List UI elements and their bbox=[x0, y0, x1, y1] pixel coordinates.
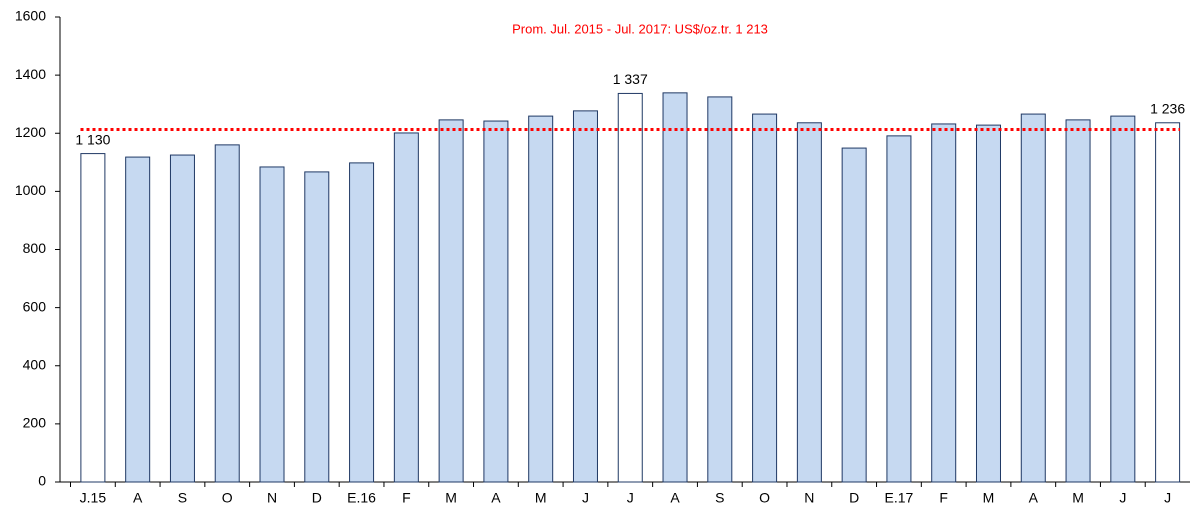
bar bbox=[259, 166, 285, 483]
x-tick-label: J bbox=[1119, 490, 1126, 506]
x-tick-label: A bbox=[133, 490, 143, 506]
x-tick-label: F bbox=[939, 490, 948, 506]
x-tick-label: N bbox=[267, 490, 277, 506]
bar bbox=[572, 110, 598, 483]
y-tick-label: 1600 bbox=[15, 8, 46, 24]
y-tick-label: 800 bbox=[23, 240, 47, 256]
bar bbox=[931, 123, 957, 483]
x-tick-label: J bbox=[1164, 490, 1171, 506]
value-label: 1 337 bbox=[613, 71, 648, 87]
bar bbox=[125, 156, 151, 483]
x-tick-label: E.17 bbox=[885, 490, 914, 506]
bar bbox=[1155, 122, 1181, 483]
bar bbox=[841, 147, 867, 483]
x-tick-label: F bbox=[402, 490, 411, 506]
bar bbox=[349, 162, 375, 483]
bar bbox=[214, 144, 240, 483]
y-tick-label: 1400 bbox=[15, 66, 46, 82]
bar bbox=[304, 171, 330, 483]
x-tick-label: M bbox=[983, 490, 995, 506]
x-tick-label: O bbox=[759, 490, 770, 506]
bar bbox=[1020, 113, 1046, 483]
x-tick-label: D bbox=[849, 490, 859, 506]
x-tick-label: N bbox=[804, 490, 814, 506]
y-tick-label: 1200 bbox=[15, 124, 46, 140]
bar bbox=[617, 92, 643, 483]
x-tick-label: A bbox=[670, 490, 680, 506]
x-tick-label: A bbox=[491, 490, 501, 506]
x-tick-label: D bbox=[312, 490, 322, 506]
annotation: Prom. Jul. 2015 - Jul. 2017: US$/oz.tr. … bbox=[512, 21, 768, 36]
x-tick-label: M bbox=[535, 490, 547, 506]
bar bbox=[886, 135, 912, 483]
bar bbox=[393, 132, 419, 483]
bar bbox=[752, 113, 778, 483]
x-tick-label: J bbox=[582, 490, 589, 506]
y-tick-label: 200 bbox=[23, 415, 47, 431]
bar bbox=[1065, 119, 1091, 483]
x-tick-label: J.15 bbox=[80, 490, 107, 506]
bar bbox=[707, 96, 733, 483]
bar bbox=[975, 124, 1001, 483]
x-tick-label: J bbox=[627, 490, 634, 506]
x-tick-label: S bbox=[715, 490, 724, 506]
value-label: 1 130 bbox=[75, 131, 110, 147]
y-tick-label: 0 bbox=[38, 473, 46, 489]
y-tick-label: 600 bbox=[23, 298, 47, 314]
x-tick-label: A bbox=[1029, 490, 1039, 506]
x-tick-label: S bbox=[178, 490, 187, 506]
y-tick-label: 400 bbox=[23, 356, 47, 372]
bar bbox=[169, 154, 195, 483]
bar bbox=[662, 92, 688, 483]
x-tick-label: M bbox=[445, 490, 457, 506]
bar bbox=[438, 119, 464, 483]
bar bbox=[483, 120, 509, 483]
bar bbox=[1110, 115, 1136, 483]
bar bbox=[80, 153, 106, 483]
bar bbox=[796, 122, 822, 483]
x-tick-label: O bbox=[222, 490, 233, 506]
bar bbox=[528, 115, 554, 483]
x-tick-label: M bbox=[1072, 490, 1084, 506]
y-tick-label: 1000 bbox=[15, 182, 46, 198]
value-label: 1 236 bbox=[1150, 100, 1185, 116]
x-tick-label: E.16 bbox=[347, 490, 376, 506]
